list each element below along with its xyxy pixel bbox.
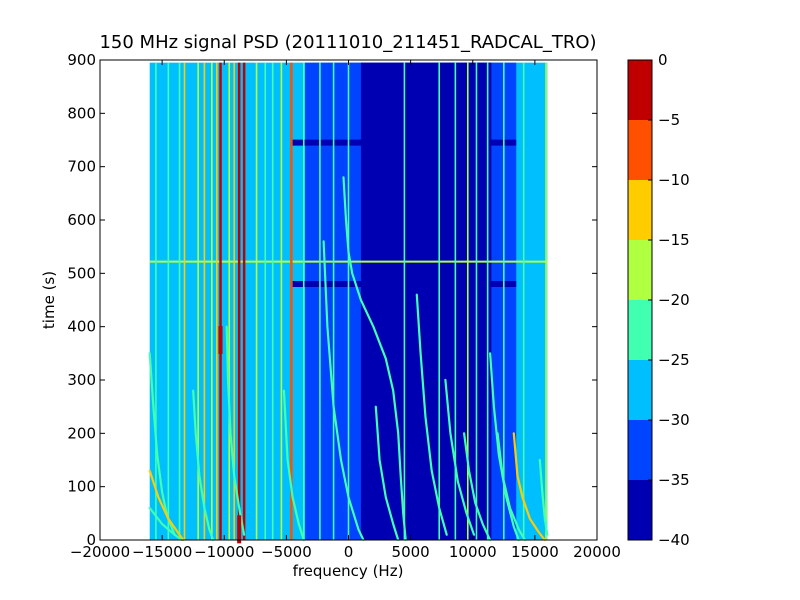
psd-drift-curve [148, 469, 185, 542]
x-tick-label: 15000 [511, 543, 559, 561]
psd-hotspot [237, 515, 242, 544]
x-axis: −20000 −15000 −10000 −5000 0 5000 10000 15000 20… [70, 60, 621, 561]
psd-drift-curve [463, 432, 492, 542]
psd-drift-curve [415, 293, 448, 536]
chart-title: 150 MHz signal PSD (20111010_211451_RADC… [99, 32, 596, 53]
x-tick-label: −5000 [261, 543, 312, 561]
y-tick-label: 700 [67, 158, 96, 176]
heatmap-layer [148, 62, 549, 544]
y-axis: 0 100 200 300 400 500 600 700 800 900 [67, 51, 597, 549]
psd-drift-curve [148, 506, 184, 542]
colorbar-segment [628, 240, 652, 300]
colorbar-tick-label: −40 [658, 531, 690, 549]
x-tick-label: 10000 [449, 543, 497, 561]
y-tick-label: 0 [86, 531, 96, 549]
x-tick-label: 0 [344, 543, 354, 561]
psd-drift-curve [496, 432, 526, 542]
plot-area [100, 60, 597, 544]
colorbar-tick-label: 0 [658, 51, 668, 69]
psd-drift-curve [192, 389, 215, 542]
colorbar-tick-label: −30 [658, 411, 690, 429]
colorbar-tick-label: −10 [658, 171, 690, 189]
psd-drift-curve [374, 405, 400, 542]
colorbar-tick-label: −20 [658, 291, 690, 309]
colorbar-tick-label: −5 [658, 111, 680, 129]
psd-drift-curve [538, 458, 549, 536]
colorbar-segment [628, 420, 652, 480]
colorbar-segment [628, 180, 652, 240]
psd-drift-curve [512, 432, 546, 542]
colorbar-segment [628, 120, 652, 180]
y-tick-label: 500 [67, 264, 96, 282]
x-axis-label: frequency (Hz) [293, 562, 404, 580]
y-tick-label: 600 [67, 211, 96, 229]
y-tick-label: 400 [67, 318, 96, 336]
colorbar-tick-label: −25 [658, 351, 690, 369]
y-tick-label: 900 [67, 51, 96, 69]
x-tick-label: −20000 [70, 543, 130, 561]
y-axis-label: time (s) [40, 271, 58, 329]
colorbar-segment [628, 60, 652, 120]
x-tick-label: −15000 [132, 543, 192, 561]
psd-drift-curve [225, 325, 246, 536]
x-tick-label: 5000 [392, 543, 430, 561]
psd-drift-curve [282, 389, 305, 542]
y-tick-label: 200 [67, 424, 96, 442]
x-tick-label: 20000 [573, 543, 621, 561]
x-tick-label: −10000 [194, 543, 254, 561]
colorbar-segment [628, 300, 652, 360]
y-tick-label: 300 [67, 371, 96, 389]
psd-drift-curve [444, 378, 476, 536]
y-tick-label: 800 [67, 104, 96, 122]
psd-drift-curve [322, 240, 365, 542]
psd-hotspot [218, 326, 223, 354]
colorbar-tick-label: −15 [658, 231, 690, 249]
colorbar: 0 −5 −10 −15 −20 −25 −30 −35 −40 [627, 51, 690, 549]
psd-drift-curve [342, 176, 407, 542]
colorbar-segment [628, 480, 652, 540]
colorbar-tick-label: −35 [658, 471, 690, 489]
plot-frame [99, 59, 598, 541]
y-tick-label: 100 [67, 478, 96, 496]
colorbar-segment [628, 360, 652, 420]
